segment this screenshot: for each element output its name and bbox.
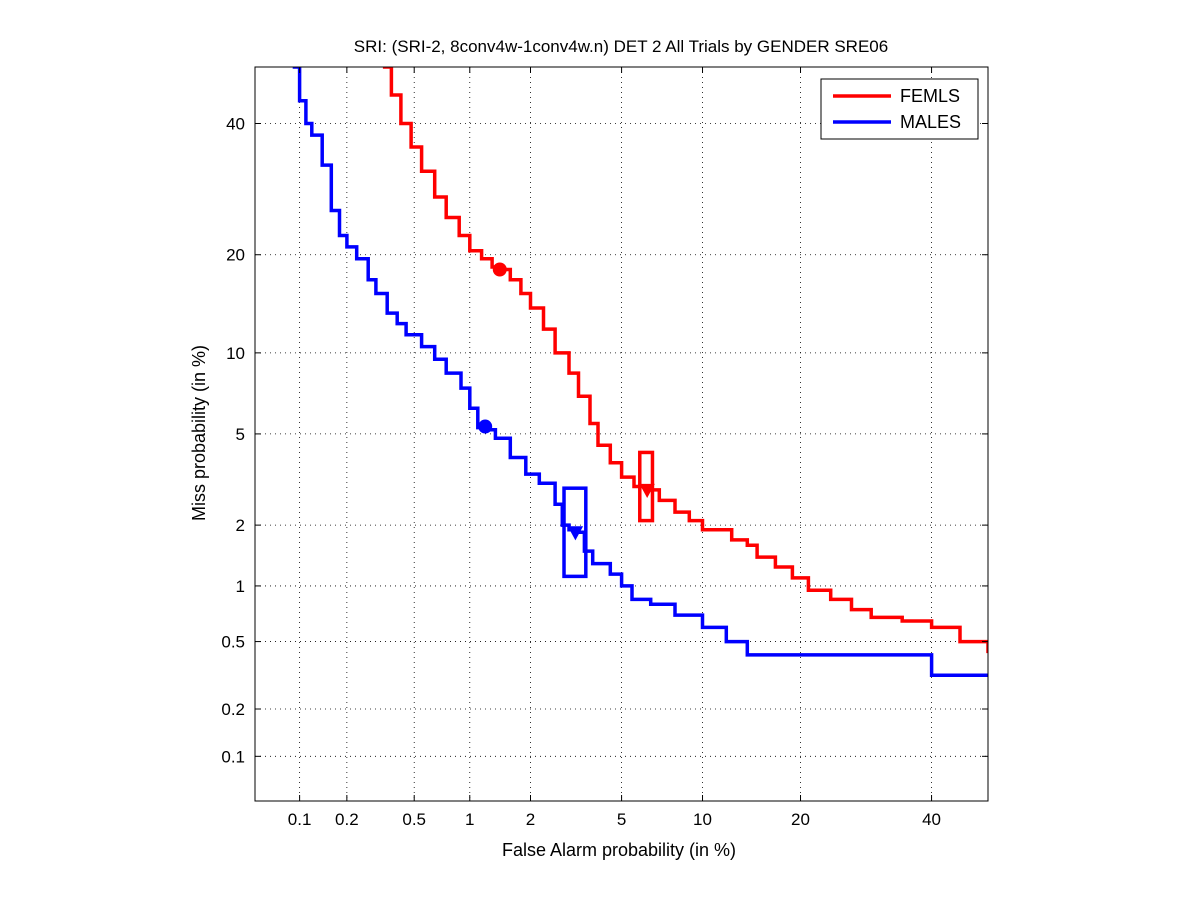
y-tick-label: 5 [236, 425, 245, 444]
y-tick-label: 40 [226, 115, 245, 134]
x-tick-label: 40 [922, 810, 941, 829]
grid [255, 67, 988, 801]
x-tick-label: 0.5 [402, 810, 426, 829]
min-dcf-marker-males [478, 419, 493, 434]
x-tick-label: 1 [465, 810, 474, 829]
series-line-males [292, 67, 988, 677]
y-tick-label: 2 [236, 516, 245, 535]
y-tick-label: 20 [226, 246, 245, 265]
x-tick-label: 0.1 [288, 810, 312, 829]
y-tick-label: 0.1 [221, 747, 245, 766]
min-dcf-marker-femls [492, 262, 507, 277]
x-tick-label: 10 [693, 810, 712, 829]
actual-dcf-marker-femls [639, 483, 655, 498]
x-tick-label: 2 [526, 810, 535, 829]
chart-title: SRI: (SRI-2, 8conv4w-1conv4w.n) DET 2 Al… [354, 37, 888, 56]
tick-layer: 0.1 0.2 0.5 1 2 5 10 20 40 0.1 0.2 0.5 1 2 5 10 20 40 [221, 67, 988, 829]
y-axis-label: Miss probability (in %) [189, 345, 209, 521]
x-axis-label: False Alarm probability (in %) [502, 840, 736, 860]
series-layer [292, 67, 988, 677]
actual-dcf-marker-males [567, 526, 584, 541]
y-tick-label: 0.5 [221, 633, 245, 652]
legend-label-femls: FEMLS [900, 86, 960, 106]
confidence-box-males [562, 486, 588, 579]
legend: FEMLS MALES [820, 78, 979, 140]
series-line-femls [382, 67, 988, 654]
x-tick-label: 0.2 [335, 810, 359, 829]
y-tick-label: 1 [236, 577, 245, 596]
marker-layer [478, 262, 655, 579]
legend-label-males: MALES [900, 112, 961, 132]
x-tick-label: 5 [617, 810, 626, 829]
x-tick-label: 20 [791, 810, 810, 829]
legend-box [820, 78, 979, 140]
y-tick-label: 0.2 [221, 700, 245, 719]
y-tick-label: 10 [226, 344, 245, 363]
